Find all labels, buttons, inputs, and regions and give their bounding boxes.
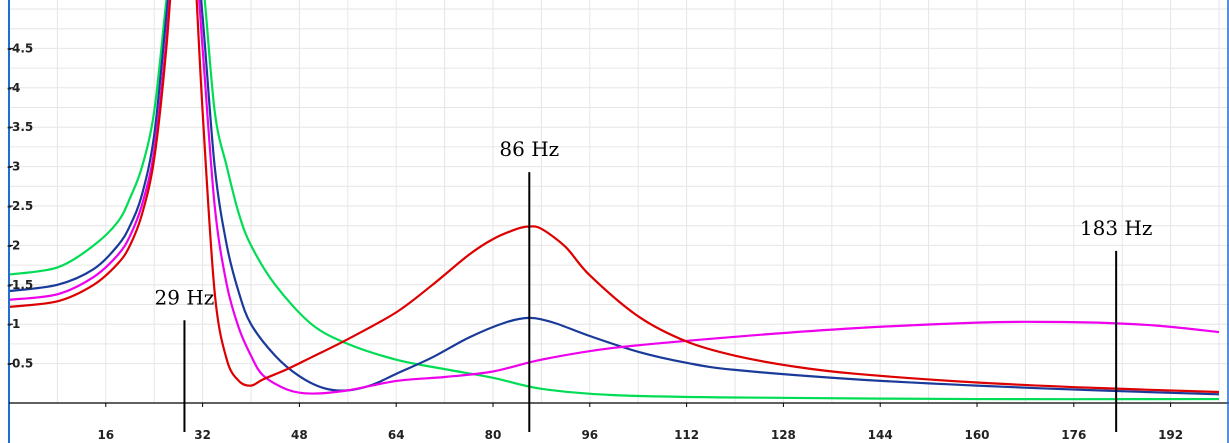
x-tick-label: 80 [485,428,502,442]
y-tick-label: -3.5 [7,120,33,134]
grid [8,0,1229,403]
x-tick-label: 176 [1061,428,1086,442]
x-tick-label: 144 [868,428,893,442]
x-tick-label: 32 [194,428,211,442]
x-tick-label: 64 [388,428,405,442]
x-tick-label: 128 [771,428,796,442]
tick-labels: -0.5 -1 -1.5 -2 -2.5 -3 -3.5 -4 -4.5 16 32 48 64 80 96… [7,41,1183,442]
x-tick-label: 112 [674,428,699,442]
x-tick-label: 96 [581,428,598,442]
y-tick-label: -4.5 [7,41,33,55]
x-tick-label: 16 [97,428,114,442]
y-tick-label: -2.5 [7,199,33,213]
y-tick-label: -2 [7,238,20,252]
annotation-label: 183 Hz [1080,216,1153,240]
x-tick-label: 160 [964,428,989,442]
y-tick-label: -1 [7,317,20,331]
annotation-label: 86 Hz [499,137,559,161]
annotations: 29 Hz 86 Hz 183 Hz [155,137,1153,432]
series-lines [9,0,1220,401]
series-line-1 [9,0,1220,401]
series-line-4 [9,0,1220,394]
axes [8,0,1229,443]
series-line-3 [9,0,1220,395]
y-tick-label: -1.5 [7,278,33,292]
x-tick-label: 48 [291,428,308,442]
x-tick-label: 192 [1158,428,1183,442]
series-line-2 [9,0,1220,396]
y-tick-label: -4 [7,81,20,95]
y-tick-label: -0.5 [7,357,33,371]
y-tick-label: -3 [7,160,20,174]
annotation-label: 29 Hz [155,285,215,309]
